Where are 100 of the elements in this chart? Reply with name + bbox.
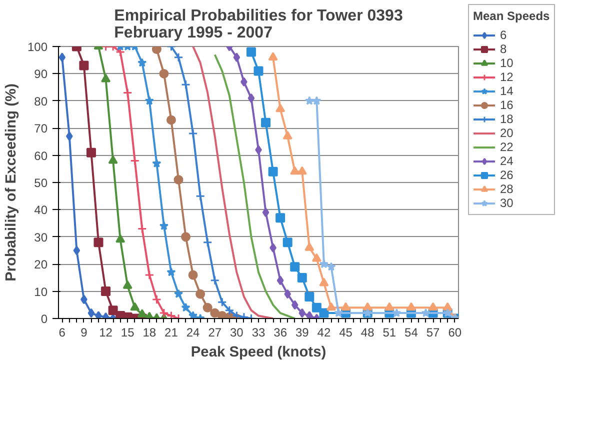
point — [166, 268, 176, 276]
point — [188, 128, 198, 138]
point — [152, 158, 162, 168]
point — [210, 276, 220, 286]
x-tick-label: 27 — [208, 326, 222, 340]
point — [166, 115, 176, 125]
x-tick-label: 57 — [426, 326, 440, 340]
x-tick-label: 60 — [448, 326, 462, 340]
point — [122, 280, 132, 289]
x-tick-label: 51 — [382, 326, 396, 340]
point — [188, 270, 198, 280]
point — [291, 300, 298, 310]
point — [181, 302, 190, 312]
x-tick-label: 33 — [252, 326, 266, 340]
point — [297, 166, 307, 175]
point — [210, 308, 220, 318]
point — [298, 308, 306, 318]
point — [319, 259, 329, 268]
point — [130, 302, 140, 311]
point — [233, 52, 240, 62]
point — [144, 96, 154, 105]
point — [66, 132, 73, 142]
point — [101, 286, 111, 296]
point — [152, 294, 162, 304]
point — [319, 308, 329, 318]
point — [304, 242, 314, 251]
point — [202, 302, 212, 312]
point — [232, 311, 242, 318]
point — [312, 96, 322, 105]
x-tick-label: 12 — [99, 326, 113, 340]
x-tick-label: 48 — [360, 326, 375, 340]
legend-label: 30 — [500, 196, 514, 210]
point — [79, 60, 89, 70]
point — [326, 262, 336, 271]
point — [174, 289, 184, 298]
point — [284, 289, 292, 299]
point — [86, 148, 96, 158]
point — [268, 166, 278, 176]
legend-label: 18 — [500, 112, 514, 126]
x-axis-title: Peak Speed (knots) — [190, 344, 326, 360]
point — [268, 52, 278, 60]
y-tick-label: 30 — [34, 230, 48, 244]
point — [224, 306, 234, 316]
point — [181, 80, 191, 90]
point — [319, 278, 329, 286]
x-tick-label: 42 — [317, 326, 331, 340]
point — [196, 289, 206, 299]
point — [73, 246, 80, 256]
point — [152, 46, 162, 54]
point — [137, 224, 147, 234]
point — [276, 276, 284, 286]
point — [276, 213, 286, 223]
point — [80, 294, 88, 304]
point — [94, 238, 104, 248]
point — [392, 308, 402, 318]
point — [108, 306, 118, 316]
legend-label: 22 — [500, 140, 514, 154]
x-tick-label: 21 — [164, 326, 178, 340]
point — [276, 104, 286, 112]
point — [144, 270, 154, 280]
point — [240, 77, 248, 87]
chart-title: Empirical Probabilities for Tower 0393 February 1995 - 2007 — [114, 8, 403, 42]
x-tick-label: 6 — [58, 326, 66, 340]
point — [326, 302, 336, 311]
point — [334, 308, 344, 318]
point — [116, 311, 126, 318]
x-tick-label: 39 — [295, 326, 310, 340]
point — [188, 311, 198, 318]
point — [116, 234, 126, 243]
point — [101, 74, 111, 82]
line-series — [192, 46, 274, 318]
legend-label: 26 — [500, 168, 514, 182]
legend-label: 20 — [500, 126, 514, 140]
point — [255, 145, 262, 155]
y-tick-label: 60 — [34, 148, 48, 163]
point — [312, 253, 322, 262]
point — [159, 68, 169, 78]
legend-label: 14 — [500, 84, 514, 98]
legend-label: 28 — [500, 182, 514, 196]
y-tick-label: 0 — [40, 312, 48, 326]
point — [304, 96, 314, 105]
point — [262, 208, 270, 218]
point — [246, 47, 256, 57]
x-tick-label: 54 — [404, 326, 418, 340]
point — [174, 175, 184, 185]
point — [174, 52, 184, 62]
y-tick-label: 50 — [34, 176, 48, 190]
point — [362, 302, 372, 311]
y-axis-title: Probability of Exceeding (%) — [3, 83, 20, 282]
point — [122, 88, 132, 98]
legend-title: Mean Speeds — [473, 9, 550, 23]
point — [406, 302, 416, 311]
legend-label: 8 — [500, 42, 508, 56]
point — [166, 311, 176, 318]
point — [261, 118, 271, 128]
point — [282, 130, 292, 140]
point — [217, 297, 227, 307]
point — [196, 191, 206, 201]
point — [181, 232, 191, 242]
point — [159, 221, 169, 230]
